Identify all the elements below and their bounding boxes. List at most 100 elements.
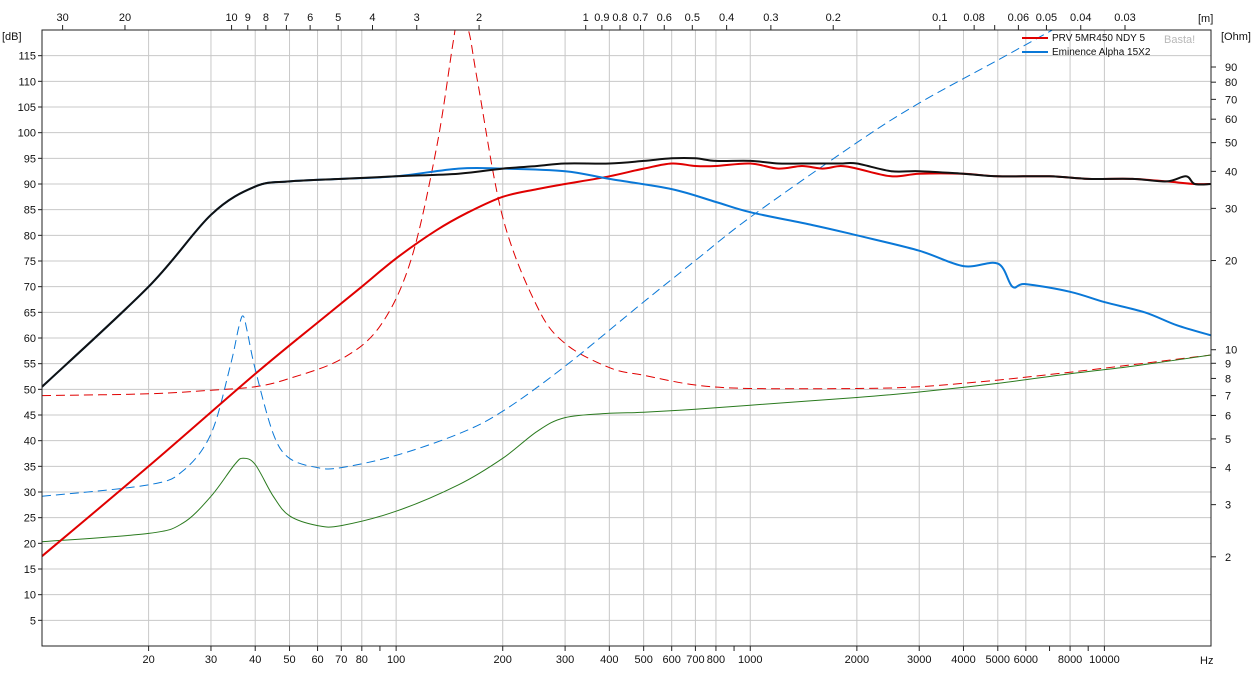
right-tick-label: 10 — [1225, 345, 1237, 357]
y-tick-label: 15 — [24, 564, 36, 576]
y-tick-label: 40 — [24, 436, 36, 448]
top-tick-label: 0.9 — [594, 12, 609, 24]
top-tick-label: 0.08 — [963, 12, 984, 24]
combined-impedance-curve — [42, 354, 1211, 543]
x-tick-label: 6000 — [1014, 654, 1038, 666]
x-tick-label: 5000 — [986, 654, 1010, 666]
y-tick-label: 50 — [24, 384, 36, 396]
x-tick-label: 100 — [387, 654, 405, 666]
x-tick-label: 400 — [600, 654, 618, 666]
y-tick-label: 80 — [24, 230, 36, 242]
top-tick-label: 8 — [263, 12, 269, 24]
top-tick-label: 1 — [583, 12, 589, 24]
y-tick-label: 100 — [18, 128, 36, 140]
right-tick-label: 5 — [1225, 434, 1231, 446]
x-tick-label: 40 — [249, 654, 261, 666]
combined-spl-curve — [42, 157, 1211, 388]
top-tick-label: 0.2 — [826, 12, 841, 24]
top-tick-label: 0.03 — [1114, 12, 1135, 24]
y-tick-label: 115 — [18, 51, 36, 63]
right-tick-label: 90 — [1225, 62, 1237, 74]
y-tick-label: 65 — [24, 307, 36, 319]
eminence-impedance-curve — [42, 30, 1054, 497]
right-tick-label: 2 — [1225, 552, 1231, 564]
right-tick-label: 40 — [1225, 166, 1237, 178]
top-tick-label: 0.6 — [657, 12, 672, 24]
top-tick-label: 0.1 — [932, 12, 947, 24]
right-tick-label: 70 — [1225, 94, 1237, 106]
top-tick-label: 9 — [245, 12, 251, 24]
x-tick-label: 8000 — [1058, 654, 1082, 666]
top-tick-label: 20 — [119, 12, 131, 24]
y-tick-label: 95 — [24, 153, 36, 165]
right-tick-label: 50 — [1225, 138, 1237, 150]
y-tick-label: 85 — [24, 205, 36, 217]
top-tick-label: 0.8 — [612, 12, 627, 24]
right-tick-label: 60 — [1225, 114, 1237, 126]
top-tick-label: 6 — [307, 12, 313, 24]
right-tick-label: 80 — [1225, 77, 1237, 89]
y-tick-label: 35 — [24, 461, 36, 473]
top-tick-label: 0.06 — [1008, 12, 1029, 24]
y-tick-label: 45 — [24, 410, 36, 422]
top-tick-label: 3 — [414, 12, 420, 24]
top-tick-label: 0.7 — [633, 12, 648, 24]
legend-label-prv: PRV 5MR450 NDY 5 — [1052, 33, 1145, 44]
top-tick-label: 10 — [225, 12, 237, 24]
x-tick-label: 3000 — [907, 654, 931, 666]
y-tick-label: 110 — [18, 76, 36, 88]
top-tick-label: 5 — [335, 12, 341, 24]
y-tick-label: 105 — [18, 102, 36, 114]
x-tick-label: 30 — [205, 654, 217, 666]
plot-frame — [41, 29, 1212, 647]
y-tick-label: 90 — [24, 179, 36, 191]
left-axis-label: [dB] — [2, 31, 22, 43]
x-tick-label: 1000 — [738, 654, 762, 666]
x-tick-label: 600 — [663, 654, 681, 666]
x-tick-label: 60 — [311, 654, 323, 666]
right-tick-label: 30 — [1225, 203, 1237, 215]
x-tick-label: 700 — [686, 654, 704, 666]
right-tick-label: 9 — [1225, 358, 1231, 370]
y-tick-label: 20 — [24, 538, 36, 550]
right-tick-label: 4 — [1225, 463, 1231, 475]
top-tick-label: 2 — [476, 12, 482, 24]
top-tick-label: 4 — [369, 12, 375, 24]
grid-lines — [38, 25, 1216, 651]
top-tick-label: 0.05 — [1036, 12, 1057, 24]
legend: PRV 5MR450 NDY 5 Eminence Alpha 15X2 — [1022, 33, 1151, 58]
x-tick-label: 20 — [142, 654, 154, 666]
tick-labels: 20 30 40 50 60 70 80 100 200 300 400 500 600 700 800 10… — [18, 12, 1238, 666]
data-curves — [42, 30, 1211, 557]
x-tick-label: 50 — [283, 654, 295, 666]
prv-impedance-curve — [42, 30, 1211, 397]
y-tick-label: 5 — [30, 615, 36, 627]
top-tick-label: 0.5 — [685, 12, 700, 24]
right-tick-label: 6 — [1225, 410, 1231, 422]
watermark: Basta! — [1164, 34, 1195, 46]
right-axis-label: [Ohm] — [1221, 31, 1251, 43]
x-tick-label: 200 — [494, 654, 512, 666]
y-tick-label: 25 — [24, 513, 36, 525]
x-tick-label: 10000 — [1089, 654, 1120, 666]
y-tick-label: 60 — [24, 333, 36, 345]
y-tick-label: 10 — [24, 590, 36, 602]
top-tick-label: 0.04 — [1070, 12, 1091, 24]
right-tick-label: 20 — [1225, 256, 1237, 268]
x-tick-label: 2000 — [845, 654, 869, 666]
top-tick-label: 30 — [56, 12, 68, 24]
top-tick-label: 7 — [283, 12, 289, 24]
right-tick-label: 3 — [1225, 500, 1231, 512]
bottom-axis-label: Hz — [1200, 655, 1213, 667]
x-tick-label: 500 — [634, 654, 652, 666]
x-tick-label: 70 — [335, 654, 347, 666]
y-tick-label: 55 — [24, 359, 36, 371]
legend-label-eminence: Eminence Alpha 15X2 — [1052, 47, 1151, 58]
y-tick-label: 70 — [24, 282, 36, 294]
x-tick-label: 4000 — [951, 654, 975, 666]
y-tick-label: 30 — [24, 487, 36, 499]
right-tick-label: 8 — [1225, 373, 1231, 385]
y-tick-label: 75 — [24, 256, 36, 268]
